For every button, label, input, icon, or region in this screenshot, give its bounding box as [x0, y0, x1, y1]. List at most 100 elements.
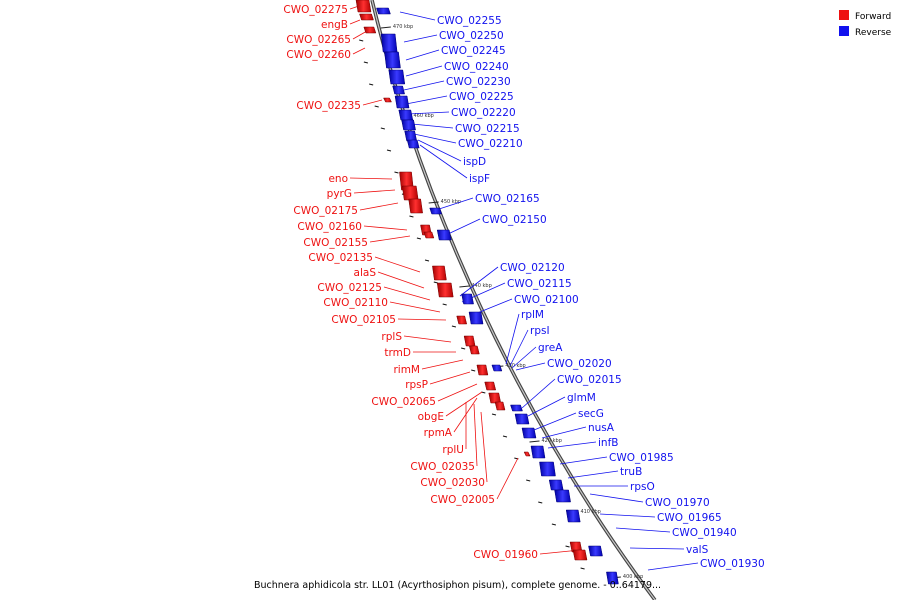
reverse-gene-feature	[384, 51, 401, 69]
reverse-gene-feature	[554, 489, 571, 503]
scale-tick-label: 470 kbp	[393, 24, 413, 30]
reverse-gene-label: CWO_02150	[482, 214, 547, 226]
reverse-gene-feature	[539, 461, 556, 477]
reverse-gene-label: CWO_02255	[437, 15, 502, 27]
reverse-gene-label: CWO_02120	[500, 262, 565, 274]
reverse-gene-label: CWO_02220	[451, 107, 516, 119]
inner-dash	[369, 83, 374, 86]
forward-gene-label: CWO_01960	[473, 549, 538, 561]
reverse-gene-label: CWO_02115	[507, 278, 572, 290]
inner-dash	[409, 215, 414, 218]
reverse-leader-line	[435, 197, 474, 211]
reverse-gene-feature	[606, 571, 619, 585]
reverse-gene-feature	[510, 404, 523, 412]
reverse-gene-feature	[530, 445, 546, 459]
forward-leader-line	[377, 271, 425, 289]
gene-labels: CWO_02275 engB CWO_02265 CWO_02260 CWO_02235…	[283, 4, 764, 570]
inner-dash	[363, 61, 369, 64]
forward-gene-feature	[383, 97, 392, 103]
reverse-gene-label: secG	[578, 408, 604, 420]
forward-leader-line	[403, 335, 452, 343]
reverse-gene-feature	[388, 69, 406, 85]
forward-gene-feature	[432, 265, 447, 281]
forward-gene-feature	[468, 345, 480, 355]
reverse-leader-line	[521, 378, 556, 409]
reverse-leader-line	[599, 513, 656, 518]
forward-gene-label: CWO_02135	[308, 252, 373, 264]
reverse-gene-label: CWO_01985	[609, 452, 674, 464]
forward-leader-line	[421, 359, 464, 370]
forward-gene-label: CWO_02005	[430, 494, 495, 506]
reverse-gene-label: CWO_01965	[657, 512, 722, 524]
reverse-leader-line	[403, 80, 445, 91]
forward-gene-feature	[523, 451, 531, 457]
forward-gene-label: rpmA	[424, 427, 453, 439]
forward-gene-label: CWO_02160	[297, 221, 362, 233]
reverse-gene-feature	[398, 109, 414, 121]
reverse-gene-label: ispF	[469, 173, 490, 185]
forward-leader-line	[362, 99, 383, 106]
forward-leader-line	[437, 383, 478, 402]
reverse-gene-label: rplM	[521, 309, 544, 321]
scale-tick-label: 440 kbp	[471, 283, 491, 289]
forward-leader-line	[369, 235, 411, 243]
reverse-gene-feature	[394, 95, 410, 109]
reverse-gene-label: CWO_02215	[455, 123, 520, 135]
forward-gene-label: CWO_02030	[420, 477, 485, 489]
forward-gene-feature	[401, 185, 419, 201]
forward-gene-feature	[484, 381, 497, 391]
reverse-gene-feature	[376, 7, 391, 15]
reverse-gene-label: valS	[686, 544, 709, 556]
reverse-leader-line	[527, 396, 566, 417]
forward-leader-line	[453, 397, 478, 433]
forward-leader-line	[363, 225, 408, 231]
legend: Forward Reverse	[839, 10, 892, 38]
reverse-gene-label: rpsI	[530, 325, 550, 337]
forward-leader-line	[349, 19, 361, 25]
scale-tick-label: 450 kbp	[441, 199, 461, 205]
scale-tick-mark	[529, 440, 540, 443]
inner-dash	[551, 523, 557, 526]
reverse-gene-feature	[514, 413, 530, 425]
reverse-leader-line	[407, 111, 450, 115]
reverse-gene-feature	[392, 85, 405, 95]
inner-dash	[526, 479, 531, 482]
forward-leader-line	[383, 286, 431, 301]
reverse-leader-line	[629, 547, 685, 550]
forward-gene-label: CWO_02125	[317, 282, 382, 294]
legend-swatch-reverse	[839, 26, 849, 36]
inner-dash	[374, 105, 379, 108]
forward-gene-feature	[355, 0, 372, 13]
reverse-gene-label: CWO_02210	[458, 138, 523, 150]
inner-dash	[471, 369, 476, 372]
inner-dash	[442, 303, 447, 306]
inner-dash	[386, 149, 392, 152]
reverse-gene-feature	[565, 509, 581, 523]
legend-label-forward: Forward	[855, 12, 891, 22]
reverse-gene-feature	[461, 293, 474, 305]
reverse-leader-line	[515, 362, 546, 371]
inner-dash	[424, 259, 430, 262]
forward-gene-label: CWO_02275	[283, 4, 348, 16]
reverse-gene-label: ispD	[463, 156, 486, 168]
forward-leader-line	[480, 411, 488, 483]
reverse-leader-line	[419, 144, 468, 179]
inner-dash	[380, 127, 385, 130]
forward-gene-label: CWO_02235	[296, 100, 361, 112]
genome-caption: Buchnera aphidicola str. LL01 (Acyrthosi…	[254, 580, 661, 591]
reverse-gene-feature	[491, 364, 503, 372]
reverse-gene-label: truB	[620, 466, 642, 478]
forward-gene-feature	[436, 282, 454, 298]
reverse-gene-feature	[468, 311, 484, 325]
scale-tick-mark	[459, 285, 470, 288]
forward-gene-label: CWO_02175	[293, 205, 358, 217]
forward-gene-label: CWO_02105	[331, 314, 396, 326]
reverse-gene-feature	[404, 130, 417, 142]
reverse-gene-label: CWO_01970	[645, 497, 710, 509]
reverse-leader-line	[405, 49, 440, 61]
forward-gene-feature	[456, 315, 468, 325]
forward-gene-feature	[363, 26, 377, 34]
forward-leader-line	[352, 47, 366, 55]
reverse-gene-label: greA	[538, 342, 563, 354]
reverse-gene-feature	[588, 545, 603, 557]
